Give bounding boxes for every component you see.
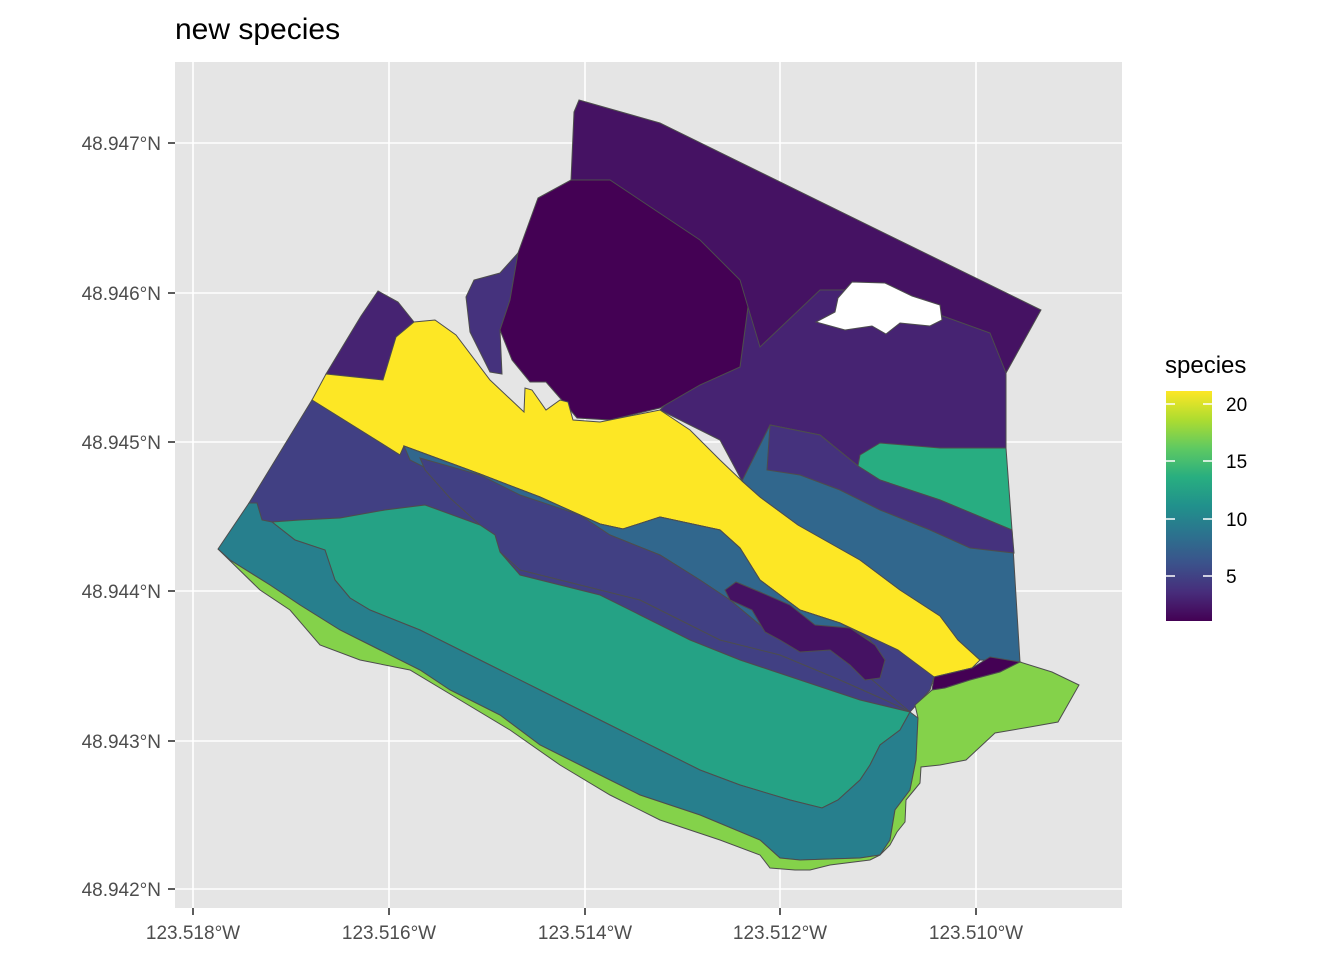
legend-label: 5 xyxy=(1226,567,1237,588)
y-tick-label: 48.945°N xyxy=(82,433,161,454)
x-tick-label: 123.518°W xyxy=(146,923,240,944)
legend-ticks xyxy=(1166,403,1212,577)
legend-label: 20 xyxy=(1226,395,1247,416)
region-south-fringe xyxy=(217,548,881,871)
legend-label: 10 xyxy=(1226,510,1247,531)
legend-title: species xyxy=(1165,352,1246,379)
map-hole xyxy=(814,281,943,335)
region-central-block xyxy=(499,179,749,421)
x-axis: 123.518°W 123.516°W 123.514°W 123.512°W … xyxy=(146,908,1023,944)
region-southeast-lobe xyxy=(879,661,1080,856)
y-tick-label: 48.942°N xyxy=(82,880,161,901)
x-tick-label: 123.510°W xyxy=(929,923,1023,944)
x-tick-label: 123.512°W xyxy=(733,923,827,944)
legend: species 20 15 10 5 xyxy=(1165,352,1247,621)
x-tick-label: 123.514°W xyxy=(538,923,632,944)
map-regions xyxy=(217,99,1080,871)
y-tick-label: 48.943°N xyxy=(82,732,161,753)
legend-colorbar xyxy=(1166,391,1212,621)
y-tick-label: 48.944°N xyxy=(82,582,161,603)
y-tick-label: 48.947°N xyxy=(82,134,161,155)
legend-label: 15 xyxy=(1226,452,1247,473)
y-tick-label: 48.946°N xyxy=(82,284,161,305)
y-axis: 48.947°N 48.946°N 48.945°N 48.944°N 48.9… xyxy=(82,134,175,901)
x-tick-label: 123.516°W xyxy=(342,923,436,944)
region-small-dark-island xyxy=(724,581,886,681)
region-east-mid xyxy=(766,424,1015,554)
map-title: new species xyxy=(175,13,340,46)
